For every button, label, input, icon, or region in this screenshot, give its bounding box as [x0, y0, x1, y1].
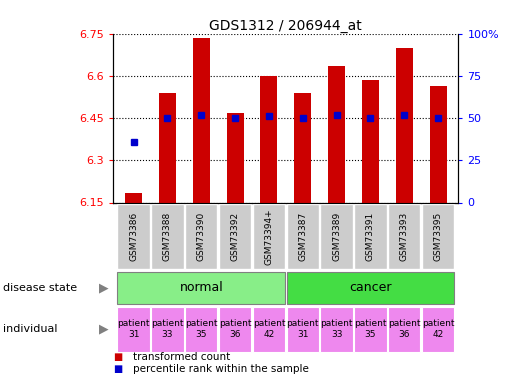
FancyBboxPatch shape — [117, 204, 150, 268]
Text: GSM73386: GSM73386 — [129, 211, 138, 261]
Text: patient
35: patient 35 — [185, 320, 217, 339]
FancyBboxPatch shape — [117, 307, 150, 352]
Text: GSM73395: GSM73395 — [434, 211, 442, 261]
Bar — [193, 38, 210, 203]
FancyBboxPatch shape — [422, 204, 454, 268]
FancyBboxPatch shape — [354, 204, 387, 268]
Text: transformed count: transformed count — [133, 352, 230, 362]
Text: GSM73387: GSM73387 — [298, 211, 307, 261]
Text: GSM73392: GSM73392 — [231, 211, 239, 261]
FancyBboxPatch shape — [286, 307, 319, 352]
FancyBboxPatch shape — [117, 272, 285, 304]
Text: patient
31: patient 31 — [117, 320, 150, 339]
FancyBboxPatch shape — [320, 204, 353, 268]
Text: GSM73391: GSM73391 — [366, 211, 375, 261]
FancyBboxPatch shape — [320, 307, 353, 352]
FancyBboxPatch shape — [422, 307, 454, 352]
FancyBboxPatch shape — [185, 204, 217, 268]
Bar — [159, 93, 176, 202]
Text: patient
42: patient 42 — [422, 320, 454, 339]
FancyBboxPatch shape — [388, 204, 420, 268]
Text: patient
42: patient 42 — [253, 320, 285, 339]
FancyBboxPatch shape — [253, 204, 285, 268]
Text: patient
36: patient 36 — [388, 320, 420, 339]
Text: cancer: cancer — [349, 281, 391, 294]
FancyBboxPatch shape — [388, 307, 420, 352]
Text: GSM73388: GSM73388 — [163, 211, 172, 261]
FancyBboxPatch shape — [354, 307, 387, 352]
Text: ▶: ▶ — [98, 322, 108, 336]
Bar — [261, 76, 278, 202]
Text: GSM73389: GSM73389 — [332, 211, 341, 261]
FancyBboxPatch shape — [219, 204, 251, 268]
FancyBboxPatch shape — [151, 204, 184, 268]
Bar — [362, 80, 379, 203]
Text: GSM73394+: GSM73394+ — [264, 208, 273, 265]
FancyBboxPatch shape — [286, 272, 454, 304]
FancyBboxPatch shape — [185, 307, 217, 352]
Text: patient
33: patient 33 — [151, 320, 184, 339]
Text: individual: individual — [3, 324, 57, 334]
Title: GDS1312 / 206944_at: GDS1312 / 206944_at — [210, 19, 362, 33]
Text: GSM73390: GSM73390 — [197, 211, 206, 261]
Bar — [430, 86, 447, 202]
Bar — [227, 112, 244, 202]
Text: patient
36: patient 36 — [219, 320, 251, 339]
Text: percentile rank within the sample: percentile rank within the sample — [133, 364, 309, 374]
Text: patient
33: patient 33 — [320, 320, 353, 339]
Text: disease state: disease state — [3, 283, 77, 293]
Text: GSM73393: GSM73393 — [400, 211, 409, 261]
Text: patient
35: patient 35 — [354, 320, 387, 339]
Bar — [328, 66, 345, 203]
Bar — [396, 48, 413, 202]
Text: patient
31: patient 31 — [286, 320, 319, 339]
Bar — [294, 93, 311, 202]
Text: normal: normal — [179, 281, 223, 294]
FancyBboxPatch shape — [286, 204, 319, 268]
Text: ■: ■ — [113, 352, 123, 362]
FancyBboxPatch shape — [219, 307, 251, 352]
FancyBboxPatch shape — [151, 307, 184, 352]
Bar — [125, 193, 142, 202]
Text: ■: ■ — [113, 364, 123, 374]
Text: ▶: ▶ — [98, 281, 108, 294]
FancyBboxPatch shape — [253, 307, 285, 352]
